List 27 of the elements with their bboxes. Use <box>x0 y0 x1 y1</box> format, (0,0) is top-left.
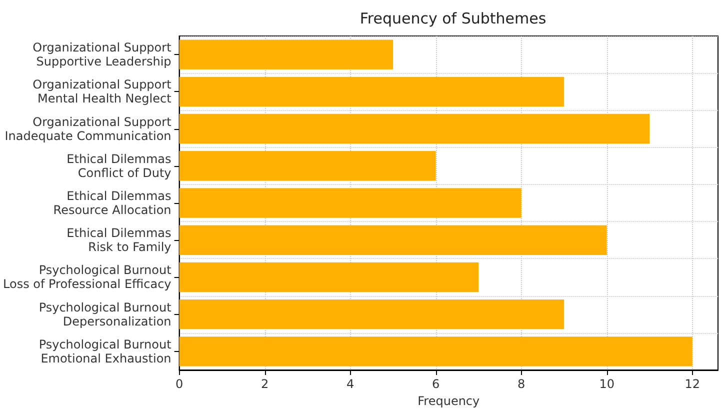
x-axis-title: Frequency <box>418 394 480 408</box>
x-tick-label: 6 <box>432 377 440 391</box>
bar <box>179 225 607 255</box>
bar <box>179 262 479 292</box>
y-tick-label: Psychological Burnout Depersonalization <box>38 300 172 328</box>
y-tick-label: Ethical Dilemmas Conflict of Duty <box>66 152 172 180</box>
y-tick-label: Psychological Burnout Loss of Professional Efficacy <box>3 263 172 292</box>
y-tick-label: Organizational Support Mental Health Neglect <box>32 78 172 106</box>
x-tick-label: 4 <box>346 377 354 391</box>
bar <box>179 188 522 218</box>
bar <box>179 299 564 330</box>
bar <box>179 114 650 144</box>
x-tick-label: 12 <box>684 377 700 391</box>
bar <box>179 76 564 107</box>
x-tick-label: 2 <box>260 377 269 391</box>
bar <box>179 151 436 181</box>
y-tick-label: Organizational Support Supportive Leadership <box>32 40 172 69</box>
y-tick-label: Ethical Dilemmas Resource Allocation <box>53 189 172 217</box>
bar <box>179 336 692 366</box>
x-tick-label: 8 <box>518 377 526 391</box>
x-tick-label: 10 <box>599 377 614 391</box>
y-tick-label: Organizational Support Inadequate Communication <box>4 114 172 143</box>
y-tick-label: Psychological Burnout Emotional Exhaustion <box>38 337 172 366</box>
y-tick-label: Ethical Dilemmas Risk to Family <box>66 226 172 254</box>
bar <box>179 40 394 70</box>
chart-title: Frequency of Subthemes <box>360 10 546 28</box>
x-tick-label: 0 <box>175 377 184 391</box>
